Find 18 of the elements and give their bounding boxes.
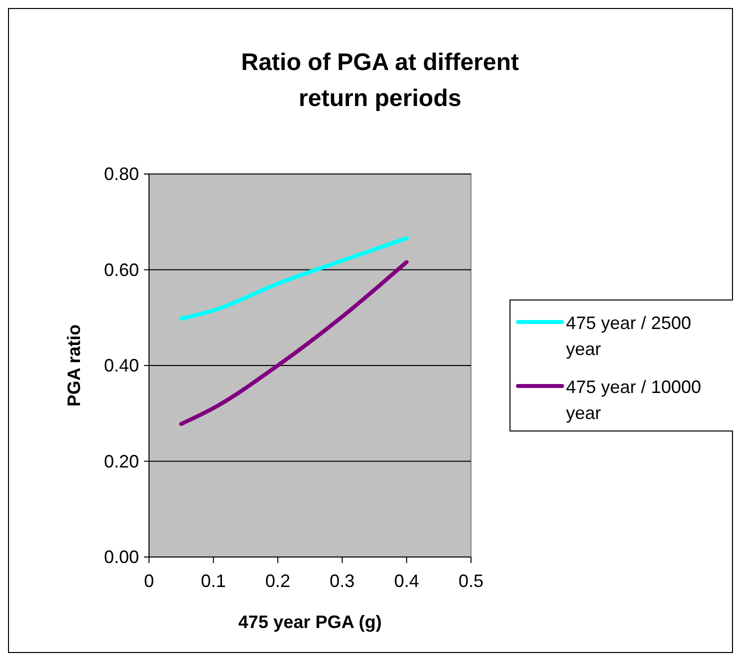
y-axis-title: PGA ratio [64,324,84,407]
y-tick-label: 0.00 [104,547,139,567]
x-tick-label: 0.4 [394,571,420,591]
x-axis-title: 475 year PGA (g) [238,612,382,632]
x-tick-label: 0.5 [458,571,484,591]
y-tick-label: 0.40 [104,356,139,376]
y-tick-label: 0.60 [104,260,139,280]
legend-label: 475 year / 10000 year [566,377,702,423]
line-series [179,260,409,426]
x-tick-label: 0.1 [200,571,226,591]
x-tick-label: 0 [144,571,154,591]
x-tick-label: 0.3 [330,571,355,591]
y-tick-label: 0.80 [104,164,139,184]
x-tick-label: 0.2 [265,571,290,591]
y-tick-label: 0.20 [104,451,139,472]
legend-label: 475 year / 2500 year [566,313,692,359]
chart-title: Ratio of PGA at different return periods [241,49,519,112]
line-series [179,236,409,321]
